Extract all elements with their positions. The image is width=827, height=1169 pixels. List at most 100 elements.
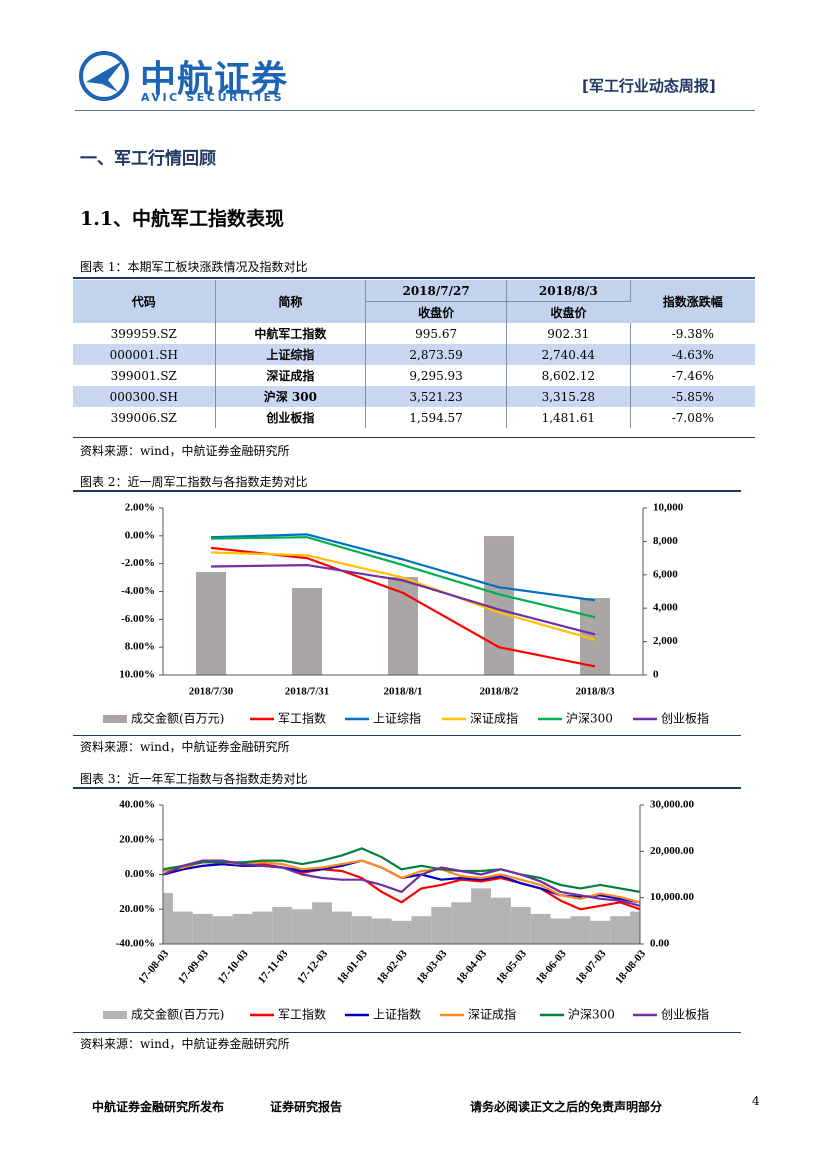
chart: 2.00% 0.00% -2.00% -4.00% -6.00% 8.00% 10.00% 0… (103, 502, 709, 726)
table-cell: 9,295.93 (365, 365, 507, 386)
chart-title: 图表 3：近一年军工指数与各指数走势对比 (80, 772, 308, 786)
table-cell: -7.46% (671, 368, 714, 383)
area-segment (431, 906, 452, 944)
table-top-rule (73, 277, 755, 279)
y2-tick-label: 20,000.00 (650, 845, 695, 857)
y2-tick-label: 2,000 (653, 635, 678, 647)
area-segment (212, 916, 233, 944)
table-cell: 创业板指 (215, 407, 367, 428)
table-row: 399001.SZ 深证成指 9,295.93 8,602.12 -7.46% (73, 365, 755, 386)
logo-mark (79, 51, 129, 101)
chart-source: 资料来源：wind，中航证券金融研究所 (80, 740, 290, 754)
legend-label: 成交金额(百万元) (131, 1007, 224, 1022)
figure-top-rule (73, 787, 741, 789)
legend-label: 成交金额(百万元) (131, 711, 224, 726)
area-segment (530, 913, 551, 944)
table-cell: 上证综指 (215, 344, 367, 365)
chart: 40.00% 20.00% 0.00% 20.00% -40.00% 0.00 10,000… (103, 799, 709, 1022)
table-row: 000300.SH 沪深 300 3,521.23 3,315.28 -5.85% (73, 386, 755, 407)
y-tick-label: 0.00% (125, 868, 155, 880)
x-tick-label: 18-07-03 (573, 947, 608, 986)
table-cell: 3,521.23 (365, 386, 507, 407)
header-row: 收盘价 收盘价 (73, 301, 755, 323)
header-cell: 简称 (215, 280, 367, 323)
table-cell: -7.08% (671, 410, 714, 425)
table-cell: 902.31 (506, 323, 631, 344)
x-tick-label: 2018/7/30 (189, 686, 234, 698)
y-tick-label: 40.00% (119, 799, 155, 811)
table-cell: 399001.SZ (73, 365, 216, 386)
table-cell: -9.38% (671, 326, 714, 341)
x-tick-label: 17-11-03 (256, 947, 291, 986)
footer-doc-type: 证券研究报告 (270, 1100, 343, 1114)
header-cell: 收盘价 (365, 301, 507, 323)
footer-publisher: 中航证券金融研究所发布 (92, 1100, 225, 1114)
y2-tick-label: 30,000.00 (650, 799, 695, 811)
bar (196, 571, 226, 675)
x-tick-label: 18-01-03 (335, 947, 370, 986)
chart-source: 资料来源：wind，中航证券金融研究所 (80, 1037, 290, 1051)
area-segment (590, 920, 611, 944)
area-segment (490, 897, 511, 944)
line (162, 859, 641, 907)
header-rule (75, 110, 755, 111)
y2-tick-label: 10,000.00 (650, 891, 695, 903)
x-tick-label: 18-03-03 (414, 947, 449, 986)
table-cell: 沪深 300 (215, 386, 367, 407)
legend-label: 深证成指 (468, 1007, 516, 1022)
area-segment (232, 913, 253, 944)
header-cell: 收盘价 (506, 301, 631, 323)
area-segment (411, 916, 432, 944)
x-tick-label: 18-02-03 (375, 947, 410, 986)
y-tick-label: 8.00% (125, 641, 155, 653)
header-row: 代码 简称 2018/7/27 2018/8/3 指数涨跌幅 (73, 280, 755, 323)
legend-label: 上证指数 (373, 1007, 421, 1022)
y-tick-label: 0.00% (125, 529, 155, 541)
report-tag: [军工行业动态周报] (582, 77, 716, 95)
subsection-title: 1.1、中航军工指数表现 (80, 208, 285, 230)
area-segment (252, 911, 273, 944)
table-bottom-rule (73, 437, 755, 438)
data-table: 代码 简称 2018/7/27 2018/8/3 指数涨跌幅 收盘价 收盘价 399959.S… (73, 280, 755, 428)
chart-title: 图表 2：近一周军工指数与各指数走势对比 (80, 475, 308, 489)
y2-tick-label: 0.00 (650, 938, 670, 950)
area-segment (331, 911, 352, 944)
area-segment (192, 913, 213, 944)
x-tick-label: 17-10-03 (216, 947, 251, 986)
line (210, 536, 596, 619)
table-row: 399959.SZ 中航军工指数 995.67 902.31 -9.38% (73, 323, 755, 344)
y-tick-label: 2.00% (125, 502, 155, 514)
legend-label: 军工指数 (278, 1007, 326, 1022)
table-cell: 2,740.44 (506, 344, 631, 365)
table-cell: 中航军工指数 (215, 323, 367, 344)
x-tick-label: 18-06-03 (534, 947, 569, 986)
legend-label: 军工指数 (278, 711, 326, 726)
table-cell: 8,602.12 (506, 365, 631, 386)
line (210, 533, 596, 602)
line (210, 564, 596, 636)
table-cell: -4.63% (630, 344, 755, 365)
figure-bottom-rule (73, 1032, 741, 1033)
y-tick-label: -40.00% (116, 938, 155, 950)
figure-bottom-rule (73, 735, 741, 736)
bar (292, 587, 322, 675)
x-tick-label: 18-08-03 (613, 947, 648, 986)
area-segment (550, 918, 571, 944)
page-number: 4 (752, 1094, 760, 1108)
area-segment (172, 911, 193, 944)
y-tick-label: -4.00% (121, 585, 155, 597)
y2-tick-label: 0 (653, 669, 659, 681)
brand-en: AVIC SECURITIES (141, 91, 285, 104)
table-caption: 图表 1：本期军工板块涨跌情况及指数对比 (80, 260, 308, 274)
area-segment (630, 911, 640, 944)
line (162, 859, 641, 904)
area-segment (272, 906, 293, 944)
table-cell: 1,594.57 (365, 407, 507, 428)
y2-tick-label: 4,000 (653, 602, 678, 614)
area-segment (351, 916, 372, 944)
y2-tick-label: 8,000 (653, 535, 678, 547)
table-cell: 399006.SZ (73, 407, 216, 428)
legend-label: 沪深300 (566, 712, 613, 726)
y-tick-label: 20.00% (119, 833, 155, 845)
area-segment (610, 916, 631, 944)
